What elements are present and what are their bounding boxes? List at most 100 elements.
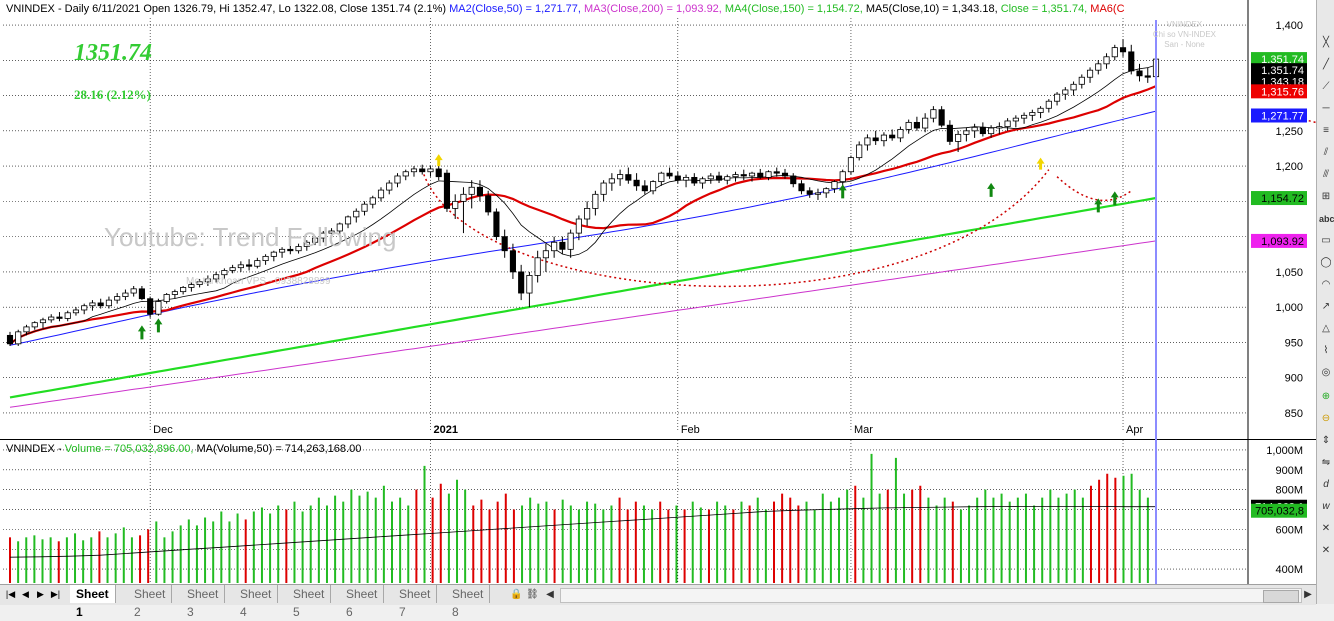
chart-area[interactable]: 850 900 950 1,000 1,050 1,200 1,250 1,400 Dec 202…: [0, 0, 1316, 584]
candle-body: [344, 216, 352, 225]
header-segment: Volume = 705,032,896.00,: [64, 443, 197, 455]
candle-body: [633, 179, 640, 187]
candle-body: [847, 157, 855, 173]
candle-body: [1128, 51, 1135, 72]
zoom-in-icon[interactable]: ⊕: [1321, 391, 1331, 402]
volume-ma-line: [9, 506, 1156, 558]
handle-annotation: [1056, 176, 1132, 202]
big-change-value: 28.16 (2.12%): [74, 87, 151, 102]
sheet-tab[interactable]: Sheet 6: [340, 585, 385, 619]
sheet-tab[interactable]: Sheet 7: [393, 585, 438, 619]
price-chart[interactable]: 850 900 950 1,000 1,050 1,200 1,250 1,400 Dec 202…: [0, 0, 1316, 440]
candle-body: [1103, 56, 1110, 65]
price-label-text: 1,271.77: [1261, 110, 1304, 122]
candle-body: [806, 190, 813, 195]
header-segment: MA6(C: [1090, 3, 1125, 15]
candle-body: [1078, 76, 1085, 85]
candle-body: [369, 197, 376, 205]
x-tick-label: Apr: [1126, 424, 1143, 436]
triangle-tool-icon[interactable]: △: [1322, 323, 1330, 334]
split-tool-icon[interactable]: ⇋: [1321, 457, 1331, 468]
arrow-tool-icon[interactable]: ↗: [1321, 301, 1331, 312]
cycle-tool-icon[interactable]: ◎: [1321, 367, 1331, 378]
polyline-tool-icon[interactable]: ⌇: [1323, 345, 1329, 356]
candle-body: [707, 175, 714, 180]
sheet-tab[interactable]: Sheet 2: [128, 585, 173, 619]
magnet-tool-icon[interactable]: ✕: [1321, 523, 1331, 534]
first-sheet-icon[interactable]: |◀: [5, 589, 16, 599]
candle-body: [443, 172, 451, 209]
candle-body: [419, 168, 426, 173]
cursor-tool-icon[interactable]: ╳: [1322, 37, 1330, 48]
candle-body: [666, 172, 673, 177]
scroll-left-icon[interactable]: ◀: [546, 589, 554, 600]
fibonacci-tool-icon[interactable]: ⫻: [1323, 169, 1329, 180]
line-tool-icon[interactable]: ╱: [1322, 59, 1330, 70]
candle-body: [122, 292, 129, 297]
moving-average-line: [9, 64, 1157, 345]
candle-body: [938, 109, 945, 126]
watermark-corner-line: Chi so VN-INDEX: [1152, 30, 1216, 39]
horizontal-scrollbar[interactable]: [560, 588, 1302, 603]
sheet-tab[interactable]: Sheet 5: [287, 585, 332, 619]
candle-body: [320, 232, 327, 239]
link-icon[interactable]: ⛓: [526, 589, 539, 600]
ellipse-tool-icon[interactable]: ◯: [1320, 257, 1332, 268]
candle-body: [856, 144, 863, 159]
arc-tool-icon[interactable]: ◠: [1321, 279, 1331, 290]
candle-body: [1095, 63, 1102, 71]
candle-body: [386, 182, 393, 191]
text-tool-icon[interactable]: abc: [1319, 214, 1334, 224]
candle-body: [295, 246, 302, 252]
candle-body: [435, 168, 442, 178]
delete-tool-icon[interactable]: ✕: [1321, 545, 1331, 556]
candle-body: [452, 200, 459, 209]
horizontal-line-icon[interactable]: ─: [1322, 103, 1330, 114]
last-sheet-icon[interactable]: ▶|: [50, 589, 61, 599]
candle-body: [138, 288, 145, 300]
candle-body: [880, 134, 887, 142]
rectangle-tool-icon[interactable]: ▭: [1321, 235, 1331, 246]
buy-arrow-icon: [838, 184, 847, 199]
sheet-tab[interactable]: Sheet 3: [181, 585, 226, 619]
gann-tool-icon[interactable]: ⊞: [1321, 191, 1331, 202]
prev-sheet-icon[interactable]: ◀: [22, 589, 29, 599]
candle-body: [1029, 112, 1036, 116]
lock-icon[interactable]: 🔒: [510, 589, 523, 600]
candle-body: [526, 275, 533, 294]
candle-body: [270, 251, 277, 257]
candle-body: [922, 117, 929, 129]
candle-body: [1021, 114, 1028, 119]
candle-body: [221, 270, 228, 276]
scroll-right-icon[interactable]: ▶: [1304, 589, 1312, 600]
candle-body: [732, 174, 739, 178]
price-label-box: [1251, 63, 1307, 78]
next-sheet-icon[interactable]: ▶: [37, 589, 44, 599]
scroll-tool-icon[interactable]: ⇕: [1321, 435, 1331, 446]
candle-body: [765, 171, 772, 178]
candle-body: [303, 241, 310, 247]
candle-body: [468, 186, 475, 195]
pitchfork-tool-icon[interactable]: ⫽: [1323, 147, 1329, 158]
candle-body: [196, 281, 203, 285]
sheet-tab[interactable]: Sheet 1: [70, 585, 116, 619]
candle-body: [559, 241, 566, 250]
channel-tool-icon[interactable]: ≡: [1323, 125, 1329, 136]
candle-body: [15, 331, 22, 345]
zoom-out-icon[interactable]: ⊖: [1321, 413, 1331, 424]
sheet-tab[interactable]: Sheet 4: [234, 585, 279, 619]
candle-body: [410, 168, 418, 173]
w-tool-icon[interactable]: w: [1322, 501, 1330, 512]
d-tool-icon[interactable]: d: [1323, 479, 1329, 490]
y-tick-label: 850: [1285, 408, 1303, 420]
candle-body: [1012, 117, 1019, 122]
candle-body: [551, 241, 558, 252]
candle-body: [971, 126, 978, 132]
header-segment: VNINDEX -: [6, 443, 65, 455]
candle-body: [682, 176, 690, 181]
ray-tool-icon[interactable]: ⟋: [1322, 81, 1330, 92]
candle-body: [1004, 120, 1011, 128]
scrollbar-thumb[interactable]: [1263, 590, 1299, 603]
sheet-tab[interactable]: Sheet 8: [446, 585, 491, 619]
